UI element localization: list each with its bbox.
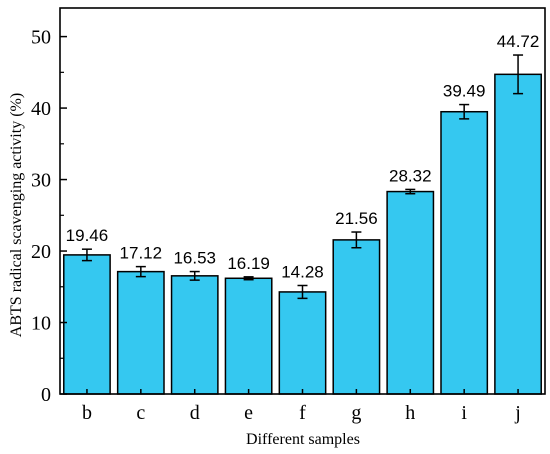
x-tick-label-i: i <box>461 402 467 424</box>
bar-j <box>494 73 542 395</box>
bar-h <box>386 190 435 395</box>
data-label-j: 44.72 <box>497 32 540 51</box>
error-bar-h <box>405 188 416 195</box>
x-tick-label-e: e <box>244 402 253 424</box>
data-label-e: 16.19 <box>227 254 270 273</box>
y-axis-title: ABTS radical scavenging activity (%) <box>8 93 25 337</box>
axes-layer: b c d e f g h i j 0 10 20 30 40 50 <box>31 7 546 424</box>
data-label-f: 14.28 <box>281 262 324 281</box>
data-label-h: 28.32 <box>389 166 432 185</box>
x-tick-label-b: b <box>82 402 92 424</box>
x-tick-label-h: h <box>405 402 415 424</box>
y-tick-label-0: 0 <box>41 384 51 406</box>
error-bar-b <box>81 248 92 262</box>
error-bar-g <box>351 231 362 249</box>
data-label-c: 17.12 <box>120 244 163 263</box>
bar-g <box>332 239 381 395</box>
data-label-i: 39.49 <box>443 82 486 101</box>
y-tick-label-30: 30 <box>31 170 51 192</box>
error-bar-j <box>513 54 524 95</box>
x-tick-label-f: f <box>299 402 306 424</box>
y-tick-label-20: 20 <box>31 241 51 263</box>
x-axis-title: Different samples <box>246 431 360 448</box>
bar-f <box>278 291 327 395</box>
y-tick-label-10: 10 <box>31 313 51 335</box>
bar-c <box>116 270 165 395</box>
x-tick-label-d: d <box>190 402 200 424</box>
plot-frame <box>59 7 546 395</box>
bar-b <box>63 254 111 395</box>
error-bar-i <box>459 103 470 120</box>
data-label-g: 21.56 <box>335 209 378 228</box>
bar-d <box>170 275 219 395</box>
data-labels-layer: 19.46 17.12 16.53 16.19 14.28 21.56 28.32 39.49… <box>66 32 540 281</box>
error-bar-f <box>297 284 308 300</box>
y-tick-label-50: 50 <box>31 27 51 49</box>
error-bars-layer <box>81 54 524 300</box>
bars-layer <box>63 73 542 395</box>
x-tick-label-c: c <box>136 402 145 424</box>
error-bar-d <box>189 270 200 281</box>
bar-i <box>440 110 489 395</box>
data-label-b: 19.46 <box>66 226 109 245</box>
x-tick-label-g: g <box>351 402 361 424</box>
y-tick-label-40: 40 <box>31 98 51 120</box>
x-tick-label-j: j <box>514 402 521 424</box>
bar-e <box>224 277 273 395</box>
data-label-d: 16.53 <box>173 249 216 268</box>
error-bar-e <box>243 276 254 281</box>
error-bar-c <box>135 265 146 278</box>
